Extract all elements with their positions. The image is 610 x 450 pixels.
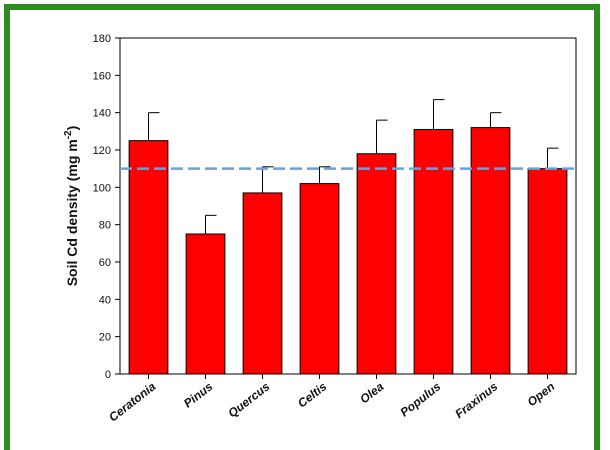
x-tick-label: Quercus (225, 379, 272, 420)
x-tick-label: Pinus (181, 379, 216, 410)
bar-pinus (185, 233, 226, 375)
x-tick-label: Populus (397, 379, 443, 419)
y-tick-label: 0 (105, 369, 111, 381)
plot-area-border (119, 37, 577, 375)
y-tick-label: 140 (93, 108, 111, 120)
bar-open (527, 168, 568, 375)
x-tick-label: Open (525, 379, 558, 409)
bars (120, 99, 576, 375)
x-tick-label: Olea (357, 379, 386, 406)
bar-chart: 0 20 40 60 80 100 120 140 160 180 Ceratonia Pinus Qu… (63, 33, 577, 424)
y-tick-label: 120 (93, 145, 111, 157)
x-tick-label: Fraxinus (452, 379, 500, 421)
chart-frame: 0 20 40 60 80 100 120 140 160 180 Ceratonia Pinus Qu… (4, 4, 600, 450)
y-tick-label: 100 (93, 182, 111, 194)
y-axis-title: Soil Cd density (mg m-2) (63, 126, 80, 287)
y-tick-label: 160 (93, 70, 111, 82)
y-tick-label: 40 (99, 294, 111, 306)
bar-populus (413, 128, 454, 375)
y-tick-label: 20 (99, 332, 111, 344)
bar-celtis (299, 183, 340, 375)
y-tick-label: 180 (93, 33, 111, 45)
bar-quercus (242, 192, 283, 375)
bar-fraxinus (470, 127, 511, 375)
y-tick-label: 80 (99, 220, 111, 232)
x-tick-label: Ceratonia (106, 379, 158, 424)
y-tick-label: 60 (99, 257, 111, 269)
bar-ceratonia (128, 140, 169, 375)
bar-olea (356, 153, 397, 375)
axes (115, 37, 577, 379)
x-tick-label: Celtis (295, 379, 330, 410)
